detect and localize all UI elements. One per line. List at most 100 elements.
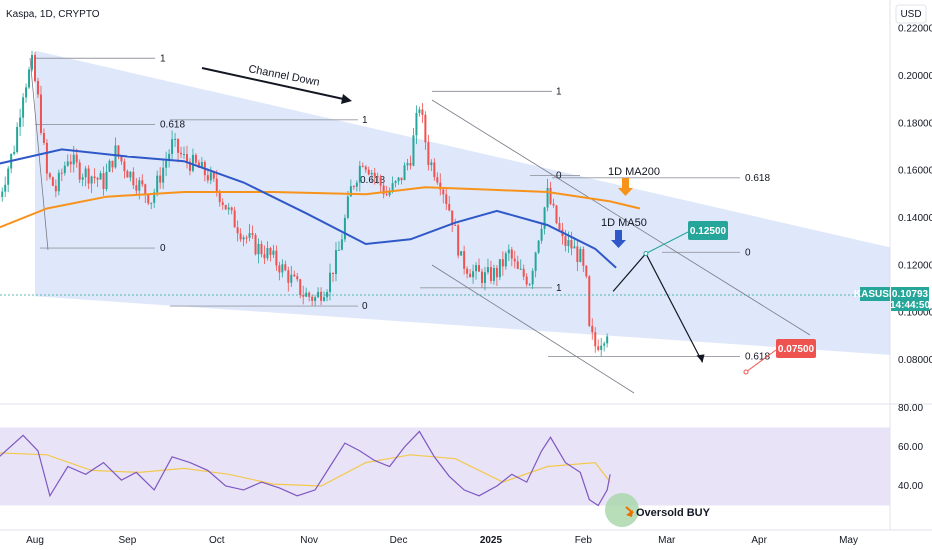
ma200-arrow-icon xyxy=(618,188,633,196)
candle-body xyxy=(436,177,439,183)
projection-path xyxy=(612,231,777,375)
candle-body xyxy=(409,163,412,166)
candle-body xyxy=(177,138,180,153)
candle-body xyxy=(594,332,597,347)
oversold-buy-label: Oversold BUY xyxy=(636,507,711,519)
candle-body xyxy=(448,203,451,211)
candle-body xyxy=(358,165,361,183)
channel-down-fill xyxy=(35,50,890,355)
candle-body xyxy=(600,345,603,350)
candle-body xyxy=(180,152,183,155)
candle-body xyxy=(63,165,66,174)
candle-body xyxy=(603,343,606,346)
price-tick: 0.14000 xyxy=(898,213,932,224)
candle-body xyxy=(257,243,260,255)
candle-body xyxy=(573,246,576,249)
candle-body xyxy=(171,139,174,154)
candle-body xyxy=(16,126,19,153)
ma50-arrow-stem xyxy=(615,230,622,240)
currency-button[interactable] xyxy=(895,4,927,24)
candle-body xyxy=(42,132,45,143)
price-axis-panel[interactable] xyxy=(890,0,932,550)
fib-label: 0 xyxy=(160,243,166,254)
price-tick: 0.12000 xyxy=(898,260,932,271)
candle-body xyxy=(528,284,531,286)
candle-body xyxy=(400,177,403,181)
candle-body xyxy=(534,252,537,271)
fib-label: 0.618 xyxy=(745,173,770,184)
candle-body xyxy=(537,240,540,253)
candle-body xyxy=(606,336,609,344)
candle-body xyxy=(22,97,25,118)
time-tick: 2025 xyxy=(480,535,503,546)
candle-body xyxy=(19,117,22,127)
candle-body xyxy=(120,156,123,162)
rsi-signal-line xyxy=(0,452,611,487)
candle-body xyxy=(135,185,138,191)
target-high-point xyxy=(643,251,649,256)
candle-body xyxy=(460,251,463,256)
candle-body xyxy=(504,253,507,267)
candle-body xyxy=(183,154,185,156)
candle-body xyxy=(379,176,382,186)
candle-body xyxy=(576,246,579,262)
time-tick: Feb xyxy=(575,535,593,546)
candle-body xyxy=(159,175,162,183)
candle-body xyxy=(266,248,269,259)
candle-body xyxy=(156,175,159,193)
candle-body xyxy=(454,224,457,226)
candle-body xyxy=(525,276,528,285)
candle-body xyxy=(424,114,427,143)
candle-body xyxy=(188,161,191,171)
target-low-value: 0.07500 xyxy=(778,344,815,355)
candle-body xyxy=(293,274,296,277)
candle-body xyxy=(191,154,194,171)
ma50-arrow-icon xyxy=(611,240,626,248)
candle-body xyxy=(221,202,224,205)
candle-body xyxy=(373,172,376,177)
oversold-highlight xyxy=(605,493,639,527)
candle-body xyxy=(1,191,4,197)
candle-body xyxy=(263,254,266,259)
candle-body xyxy=(567,240,570,246)
candle-body xyxy=(391,183,394,192)
time-tick: Dec xyxy=(390,535,408,546)
candle-body xyxy=(427,142,430,166)
fibonacci-levels: 1 0.618 0 1 0.618 0 1 0.618 0 1 0.618 0 xyxy=(35,53,770,362)
candle-body xyxy=(230,207,233,211)
candle-body xyxy=(329,272,332,293)
target-high-badge xyxy=(688,221,728,240)
candle-body xyxy=(51,177,54,186)
candle-body xyxy=(245,237,248,239)
candle-body xyxy=(394,181,397,184)
time-tick: Apr xyxy=(751,535,767,546)
candle-body xyxy=(469,273,472,278)
fib-label: 0 xyxy=(556,170,562,181)
candle-body xyxy=(105,171,108,190)
candle-body xyxy=(433,162,436,178)
candle-body xyxy=(367,169,370,175)
candle-body xyxy=(397,177,400,182)
ma200-line xyxy=(0,186,641,229)
candle-body xyxy=(543,207,546,229)
target-low-point xyxy=(743,369,749,375)
last-price-value: 0.10793 xyxy=(892,289,929,300)
candle-body xyxy=(206,175,209,181)
candle-body xyxy=(531,270,534,285)
candle-body xyxy=(7,168,10,185)
candle-body xyxy=(334,250,337,275)
candle-body xyxy=(254,234,257,255)
last-price-countdown: 14:44:50 xyxy=(890,300,930,311)
candle-body xyxy=(555,205,558,224)
ma200-label: 1D MA200 xyxy=(608,166,660,178)
candle-body xyxy=(168,153,171,161)
candle-body xyxy=(185,154,188,162)
candle-body xyxy=(415,112,418,136)
candle-body xyxy=(445,194,448,204)
candle-body xyxy=(355,182,358,187)
candle-body xyxy=(251,233,254,235)
candle-body xyxy=(570,240,573,249)
candle-body xyxy=(236,227,239,234)
candle-body xyxy=(340,239,343,250)
